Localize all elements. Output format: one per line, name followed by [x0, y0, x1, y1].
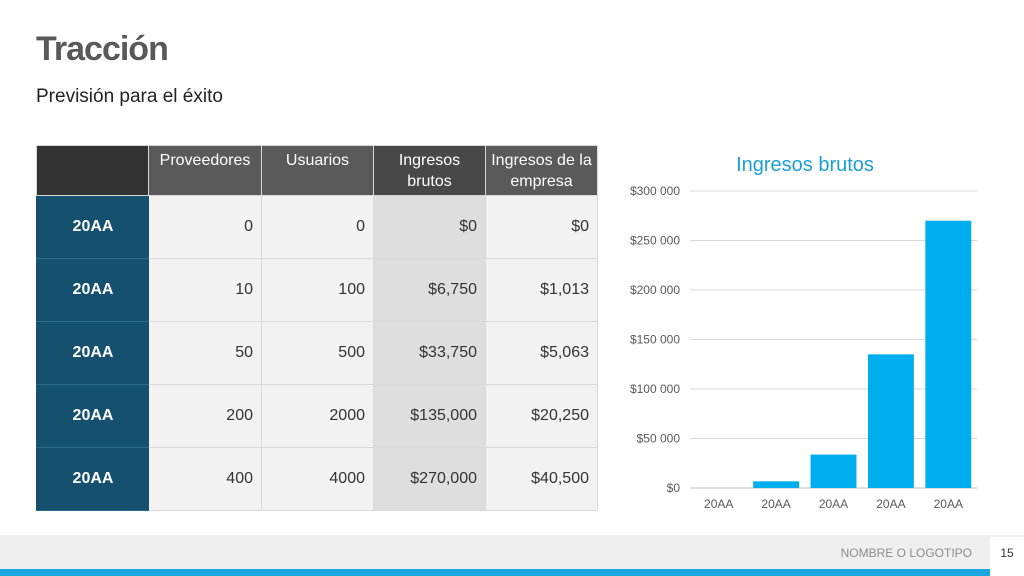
- chart-y-tick-label: $300 000: [630, 184, 680, 198]
- table-cell: $0: [485, 195, 598, 259]
- table-row: 20AA 200 2000 $135,000 $20,250: [36, 384, 598, 448]
- chart-x-tick-label: 20AA: [704, 497, 733, 511]
- slide-subtitle: Previsión para el éxito: [36, 86, 223, 107]
- table-cell: $0: [373, 195, 486, 259]
- slide-title: Tracción: [36, 30, 169, 68]
- table-cell: 4000: [261, 447, 374, 511]
- chart-y-tick-label: $200 000: [630, 283, 680, 297]
- table-cell: 10: [148, 258, 262, 322]
- footer-bar: [0, 535, 1024, 569]
- chart-bar: [867, 354, 914, 488]
- table-header-usuarios: Usuarios: [261, 145, 374, 196]
- table-header-corner: [36, 145, 149, 196]
- table-cell-year: 20AA: [36, 258, 149, 322]
- table-cell: 0: [261, 195, 374, 259]
- table-cell: $6,750: [373, 258, 486, 322]
- table-cell: 2000: [261, 384, 374, 448]
- table-cell: 400: [148, 447, 262, 511]
- chart-y-tick-label: $250 000: [630, 234, 680, 248]
- chart-x-tick-label: 20AA: [876, 497, 905, 511]
- chart-bar: [753, 481, 800, 488]
- table-cell: 100: [261, 258, 374, 322]
- table-cell-year: 20AA: [36, 195, 149, 259]
- chart-y-tick-label: $150 000: [630, 333, 680, 347]
- chart-bar: [810, 454, 857, 488]
- table-cell: 0: [148, 195, 262, 259]
- table-row: 20AA 50 500 $33,750 $5,063: [36, 321, 598, 385]
- footer-logo-text: NOMBRE O LOGOTIPO: [840, 546, 972, 560]
- footer-accent-line: [0, 569, 1024, 576]
- chart-x-tick-label: 20AA: [761, 497, 790, 511]
- chart-x-tick-label: 20AA: [934, 497, 963, 511]
- chart-y-tick-label: $100 000: [630, 382, 680, 396]
- chart-y-tick-label: $0: [667, 481, 681, 495]
- table-header-row: Proveedores Usuarios Ingresos brutos Ing…: [36, 145, 598, 196]
- table-cell: 200: [148, 384, 262, 448]
- table-row: 20AA 400 4000 $270,000 $40,500: [36, 447, 598, 511]
- revenue-bar-chart: $0 $50 000 $100 000 $150 000 $200 000 $250 00…: [630, 184, 977, 511]
- chart-bar: [925, 220, 972, 488]
- traction-table: Proveedores Usuarios Ingresos brutos Ing…: [36, 145, 598, 511]
- chart-title: Ingresos brutos: [736, 154, 874, 176]
- chart-y-tick-label: $50 000: [637, 432, 681, 446]
- table-cell: $135,000: [373, 384, 486, 448]
- table-header-ingresos-brutos: Ingresos brutos: [373, 145, 486, 196]
- table-cell: $40,500: [485, 447, 598, 511]
- table-cell: $1,013: [485, 258, 598, 322]
- table-header-proveedores: Proveedores: [148, 145, 262, 196]
- table-row: 20AA 10 100 $6,750 $1,013: [36, 258, 598, 322]
- table-cell: $270,000: [373, 447, 486, 511]
- table-cell: $5,063: [485, 321, 598, 385]
- page-number: 15: [1000, 546, 1014, 560]
- table-cell-year: 20AA: [36, 321, 149, 385]
- table-header-ingresos-empresa: Ingresos de la empresa: [485, 145, 598, 196]
- table-cell: 50: [148, 321, 262, 385]
- table-cell: $33,750: [373, 321, 486, 385]
- table-cell-year: 20AA: [36, 447, 149, 511]
- table-cell-year: 20AA: [36, 384, 149, 448]
- table-cell: $20,250: [485, 384, 598, 448]
- table-cell: 500: [261, 321, 374, 385]
- page-number-box: [990, 537, 1024, 576]
- table-row: 20AA 0 0 $0 $0: [36, 195, 598, 259]
- chart-x-tick-label: 20AA: [819, 497, 848, 511]
